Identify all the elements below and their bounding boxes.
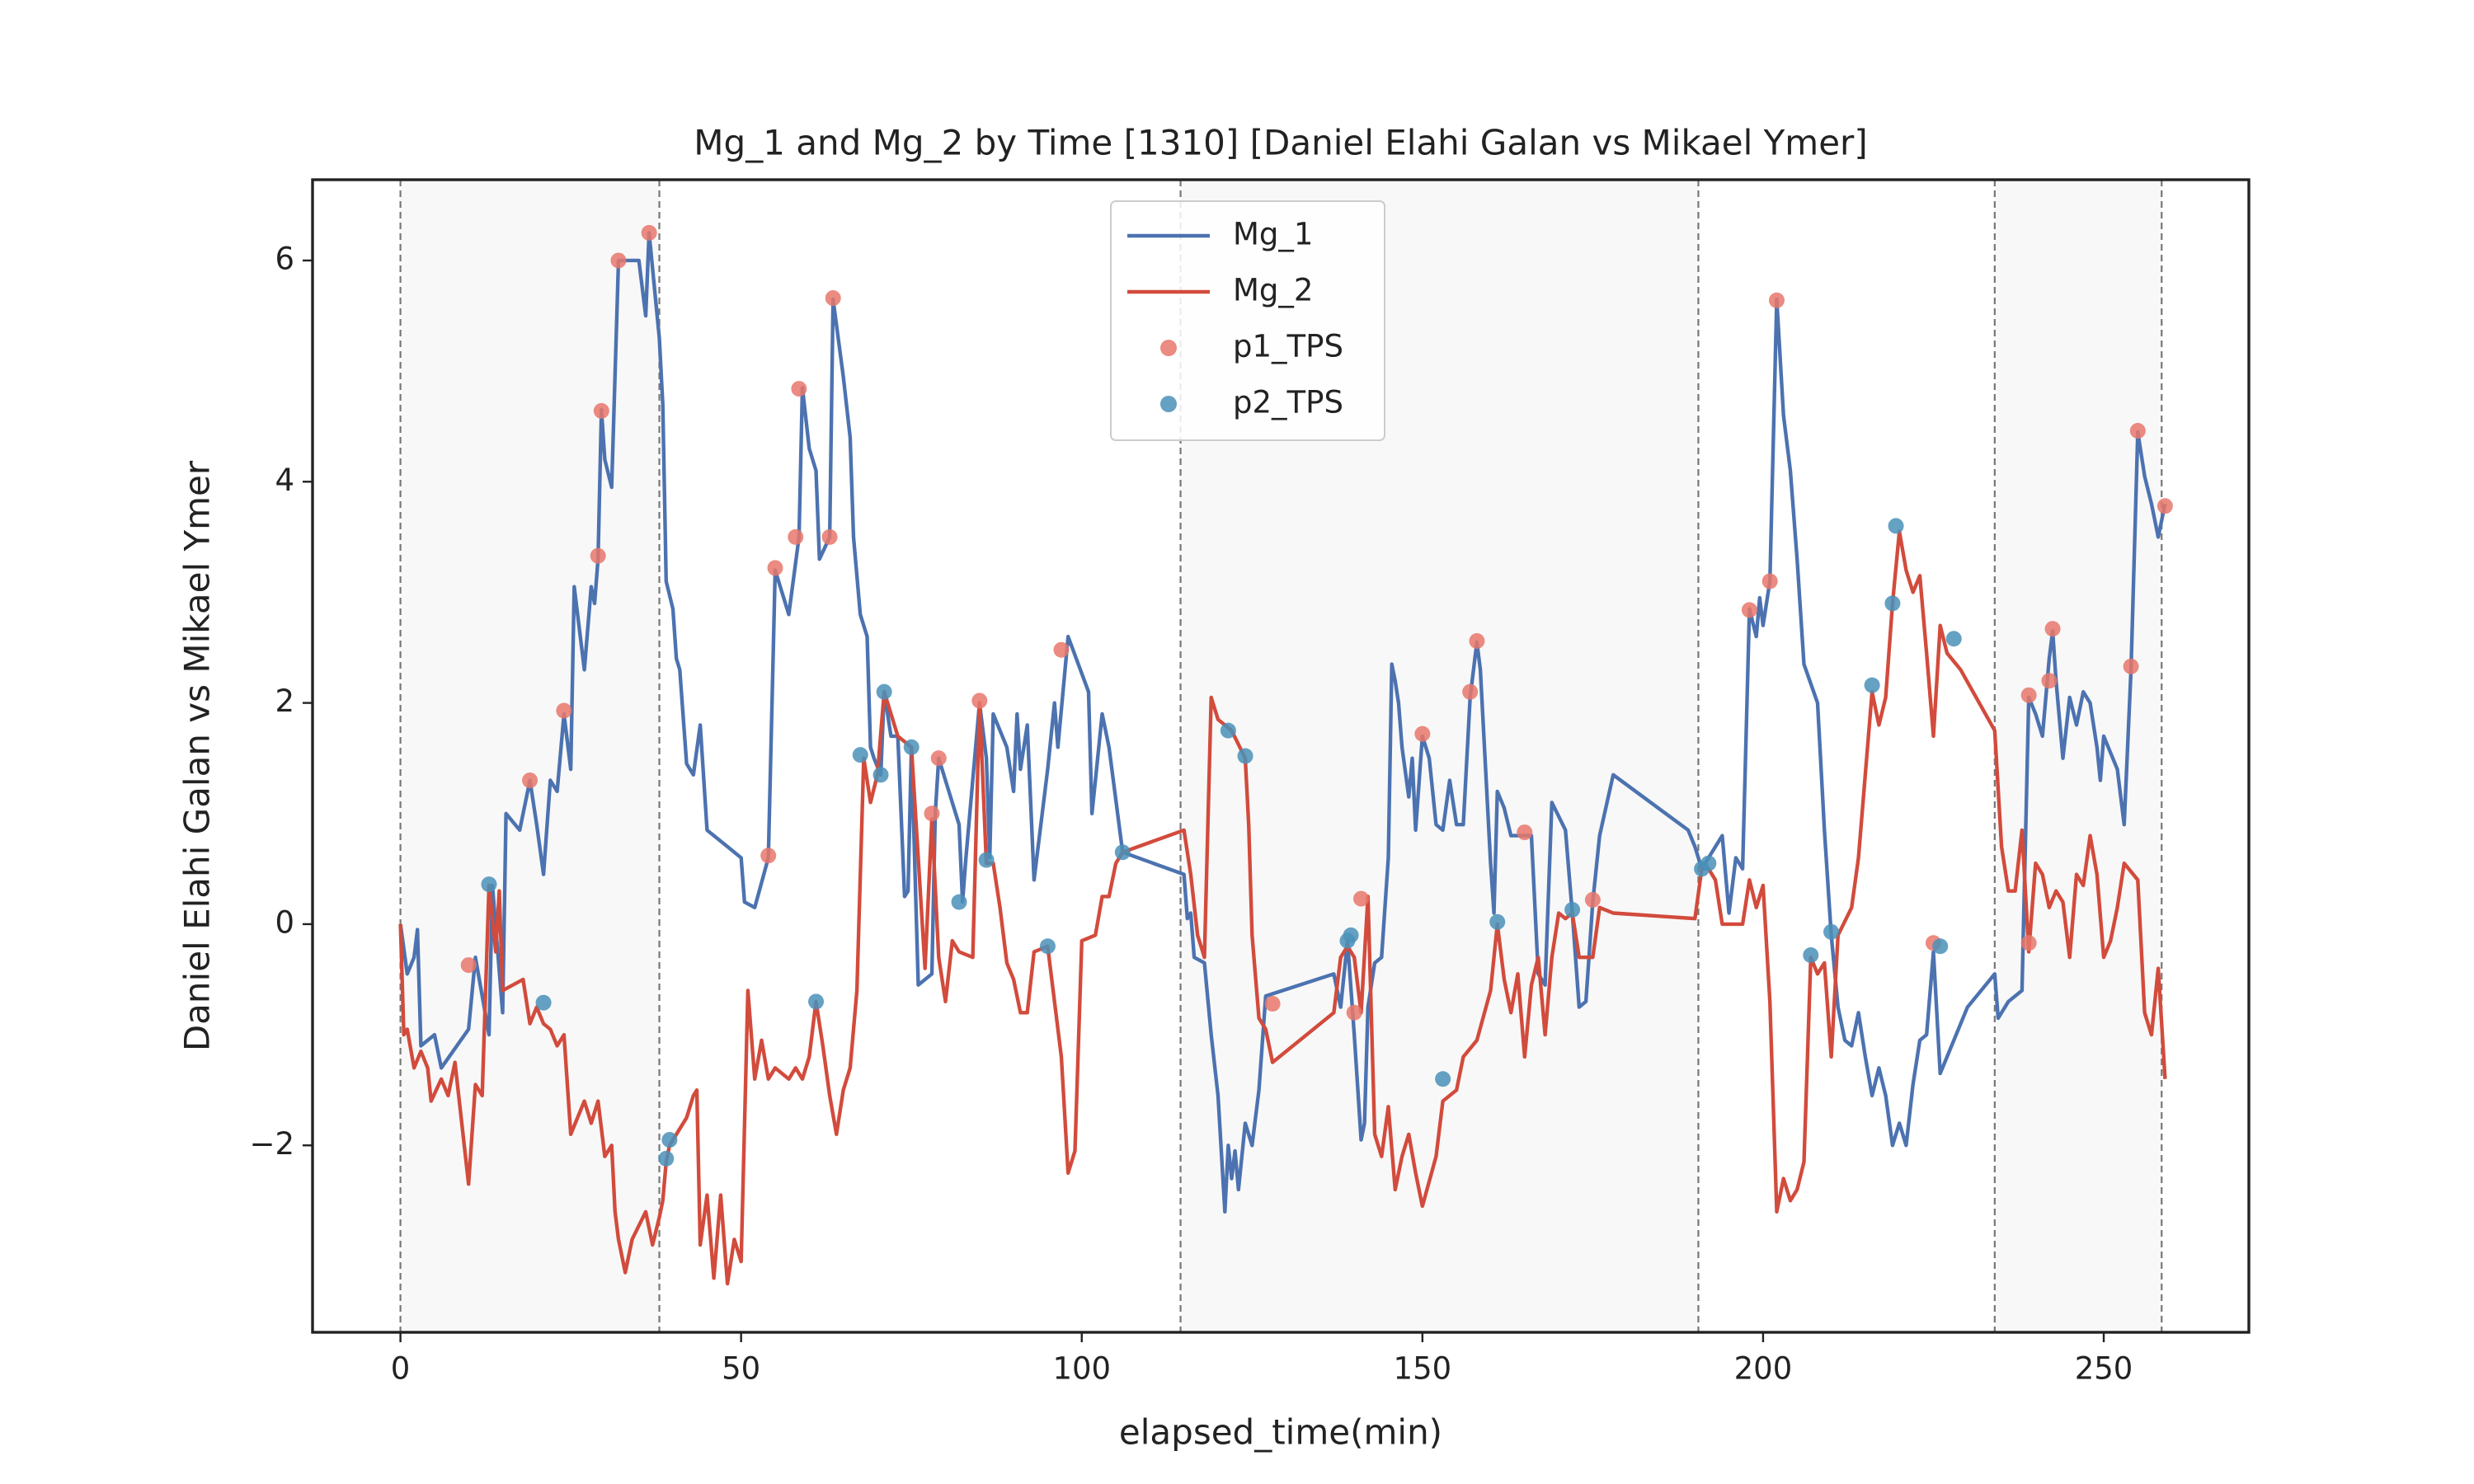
scatter-point — [978, 852, 995, 868]
y-tick-label: 0 — [275, 904, 294, 940]
scatter-point — [1884, 595, 1901, 612]
scatter-point — [876, 683, 892, 700]
scatter-point — [1237, 748, 1253, 764]
x-axis-label: elapsed_time(min) — [1119, 1412, 1442, 1453]
scatter-point — [2129, 423, 2146, 439]
scatter-point — [1584, 891, 1601, 908]
x-tick-label: 250 — [2075, 1351, 2133, 1387]
scatter-point — [1888, 518, 1904, 534]
scatter-point — [1823, 923, 1840, 940]
scatter-point — [760, 848, 777, 864]
scatter-point — [825, 290, 841, 307]
x-tick-label: 0 — [391, 1351, 411, 1387]
legend-box — [1110, 200, 1385, 441]
scatter-point — [852, 747, 868, 763]
scatter-point — [1864, 677, 1880, 693]
x-tick-label: 50 — [722, 1351, 760, 1387]
scatter-point — [610, 252, 627, 269]
scatter-point — [821, 528, 838, 545]
y-axis-label: Daniel Elahi Galan vs Mikael Ymer — [177, 460, 218, 1051]
scatter-point — [1053, 641, 1070, 658]
scatter-point — [1352, 890, 1369, 907]
scatter-point — [641, 224, 657, 241]
scatter-point — [1039, 938, 1056, 955]
scatter-point — [788, 528, 804, 545]
line-series — [398, 231, 2167, 1214]
legend-label: Mg_1 — [1233, 217, 1313, 252]
scatter-point — [808, 993, 825, 1010]
y-tick-label: 4 — [275, 463, 294, 498]
scatter-point — [590, 547, 606, 564]
scatter-point — [535, 994, 552, 1011]
y-tick-label: 6 — [275, 241, 294, 276]
scatter-point — [1435, 1071, 1451, 1087]
scatter-point — [872, 767, 889, 783]
scatter-point — [1343, 927, 1359, 943]
scatter-point — [2020, 687, 2037, 703]
scatter-point — [971, 693, 988, 709]
scatter-point — [903, 739, 920, 755]
scatter-point — [924, 805, 940, 822]
scatter-point — [2157, 498, 2173, 514]
legend-label: Mg_2 — [1233, 273, 1313, 308]
scatter-point — [1489, 913, 1506, 930]
scatter-point — [1264, 996, 1281, 1012]
chart-title: Mg_1 and Mg_2 by Time [1310] [Daniel Ela… — [694, 123, 1867, 163]
scatter-point — [1564, 901, 1581, 918]
scatter-point — [1768, 292, 1785, 308]
scatter-point — [1517, 824, 1533, 841]
scatter-point — [593, 402, 609, 419]
legend-swatch — [1160, 396, 1177, 412]
scatter-point — [1414, 726, 1431, 742]
scatter-point — [1114, 844, 1131, 861]
legend-label: p1_TPS — [1233, 329, 1343, 364]
legend: Mg_1 Mg_2 p1_TPS p2_TPS — [1110, 200, 1385, 441]
scatter-point — [1700, 855, 1717, 871]
scatter-point — [1462, 683, 1479, 700]
legend-label: p2_TPS — [1233, 385, 1343, 420]
x-tick-label: 200 — [1734, 1351, 1793, 1387]
scatter-point — [661, 1132, 678, 1148]
shaded-span — [400, 180, 660, 1332]
scatter-point — [1803, 946, 1819, 963]
scatter-point — [951, 894, 967, 910]
scatter-point — [556, 702, 572, 719]
scatter-point — [1741, 602, 1757, 618]
scatter-point — [1932, 938, 1949, 955]
shaded-span — [1994, 180, 2162, 1332]
scatter-point — [522, 773, 539, 789]
scatter-point — [791, 381, 807, 397]
scatter-point — [2123, 658, 2139, 674]
scatter-point — [1761, 573, 1778, 589]
scatter-point — [930, 750, 947, 767]
scatter-point — [460, 957, 477, 974]
x-tick-label: 100 — [1052, 1351, 1111, 1387]
y-tick-label: −2 — [249, 1126, 294, 1162]
scatter-point — [658, 1150, 675, 1167]
scatter-point — [767, 560, 783, 576]
scatter-point — [2020, 935, 2037, 951]
scatter-point — [1469, 632, 1485, 649]
scatter-point — [2044, 621, 2061, 637]
scatter-point — [1346, 1004, 1362, 1021]
scatter-point — [2041, 673, 2058, 689]
x-tick-label: 150 — [1394, 1351, 1452, 1387]
scatter-point — [1945, 631, 1962, 647]
y-tick-label: 2 — [275, 683, 294, 719]
scatter-point — [481, 876, 497, 893]
plot-frame — [311, 178, 2251, 1334]
legend-swatch — [1160, 340, 1177, 356]
scatter-point — [1220, 722, 1236, 739]
